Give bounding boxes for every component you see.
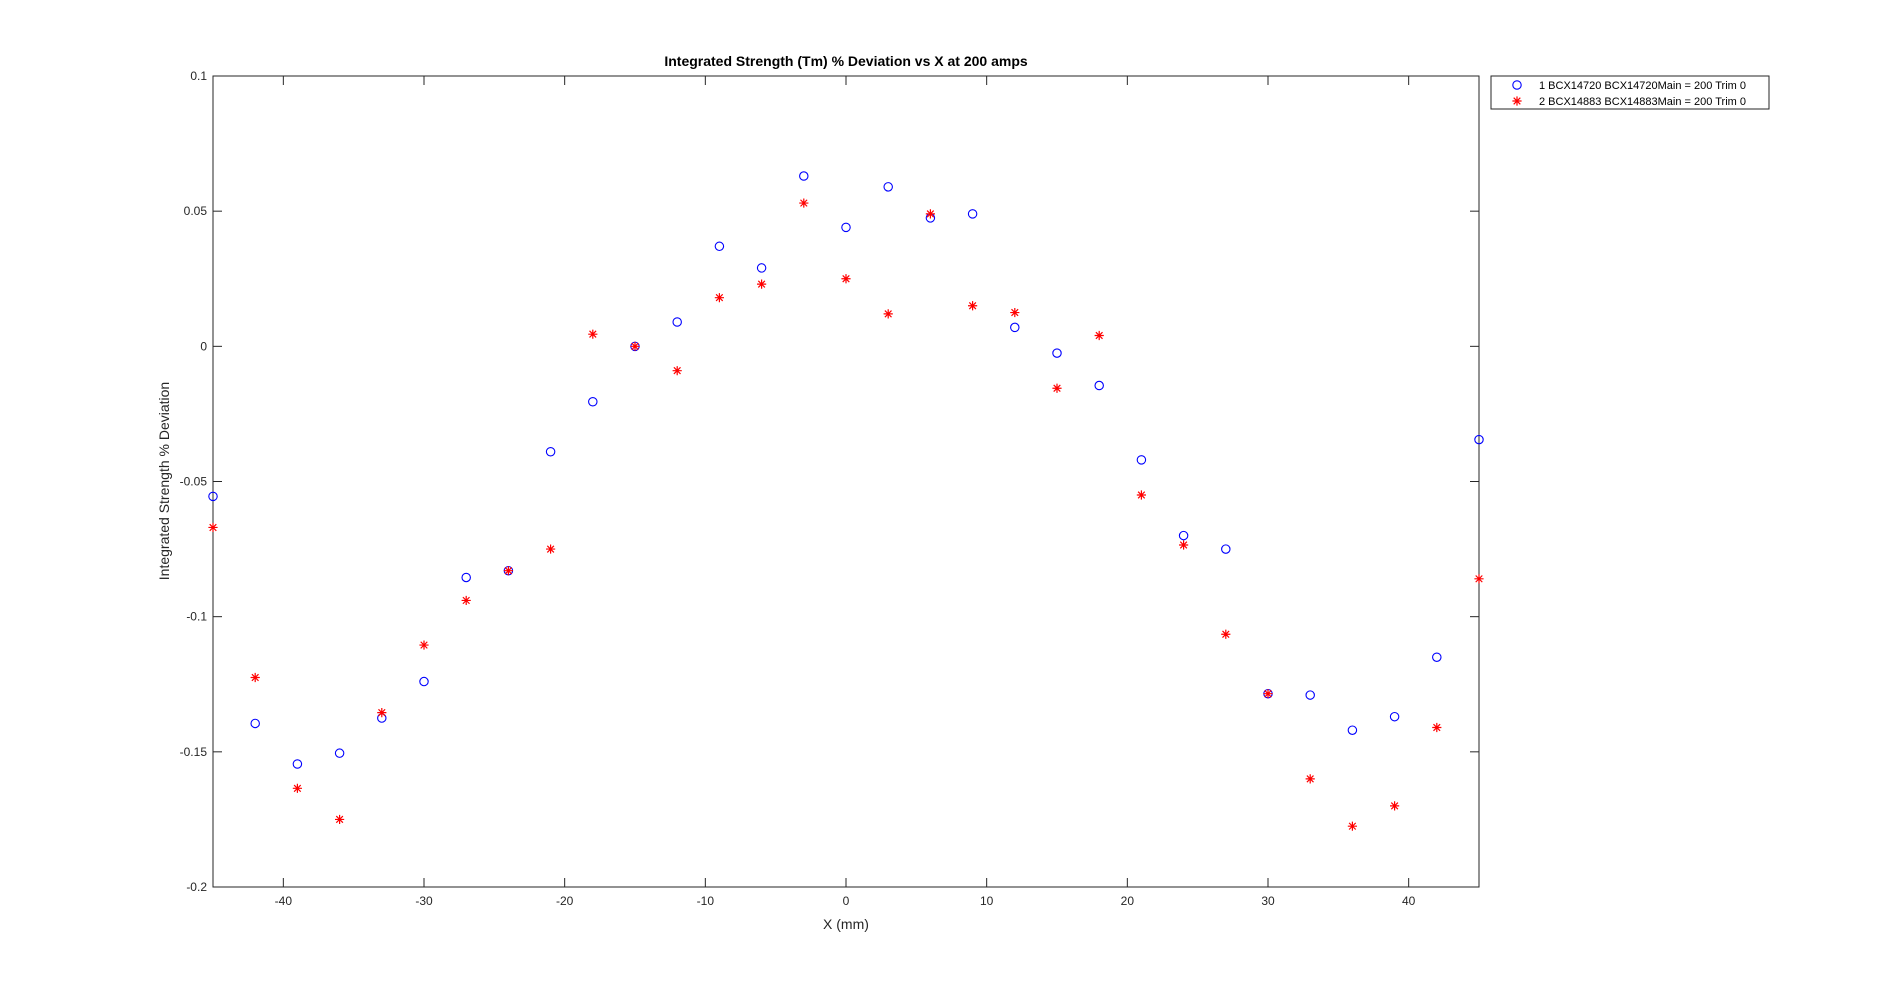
data-point [377,708,387,718]
data-point [672,366,682,376]
data-point [208,491,218,502]
data-point [1347,725,1358,735]
x-tick-label: 30 [1261,894,1275,908]
data-point [1010,322,1020,333]
data-point [1221,544,1231,554]
data-point [588,397,598,407]
data-point [1010,307,1020,318]
data-point [799,171,809,181]
y-tick-label: -0.2 [186,880,207,894]
legend-marker-2 [1512,96,1522,106]
data-point [335,814,345,825]
data-point [1432,652,1442,662]
data-point [208,522,218,533]
data-point [1052,348,1062,358]
data-point [714,241,725,252]
y-tick-label: -0.1 [186,610,207,624]
data-point [1474,574,1484,584]
data-point [967,209,978,219]
y-tick-label: 0.05 [184,204,208,218]
data-point [968,301,978,311]
data-point [1474,434,1484,445]
series-2 [208,198,1484,831]
data-point [545,447,556,457]
data-point [334,748,345,758]
y-tick-label: 0.1 [190,69,207,83]
x-tick-label: -20 [556,894,574,908]
legend-box [1490,75,1770,110]
data-point [756,263,767,273]
legend-label-2: 2 BCX14883 BCX14883Main = 200 Trim 0 [1539,96,1746,108]
data-point [1179,540,1189,550]
data-point [588,329,598,339]
data-point [419,676,429,687]
data-point [1390,801,1400,811]
chart-title: Integrated Strength (Tm) % Deviation vs … [664,53,1028,69]
x-tick-label: 0 [843,894,850,908]
data-point [757,279,767,289]
data-point [1052,383,1062,393]
data-point [1136,455,1147,465]
data-point [1263,689,1273,699]
data-point [250,672,260,683]
y-tick-label: 0 [200,339,207,353]
data-point [461,595,471,606]
data-point [1305,690,1315,700]
data-point [841,274,851,284]
data-point [419,640,429,650]
data-point [1221,629,1231,639]
data-point [841,222,851,233]
y-tick-label: -0.15 [180,745,208,759]
x-tick-label: 40 [1402,894,1416,908]
data-point [925,209,935,219]
data-point [714,293,724,303]
plot-area [212,75,1480,888]
data-point [1094,330,1104,341]
data-point [1178,530,1189,541]
x-tick-label: 20 [1121,894,1135,908]
x-axis-label: X (mm) [823,916,869,932]
data-point [1094,380,1104,391]
data-point [461,572,471,583]
data-points [208,171,1484,831]
x-tick-label: -30 [415,894,433,908]
y-axis-label: Integrated Strength % Deviation [156,382,172,580]
data-point [799,198,809,208]
legend-marker-1 [1512,80,1522,90]
legend: 1 BCX14720 BCX14720Main = 200 Trim 0 2 BC… [1490,75,1770,110]
data-point [883,309,893,319]
data-point [1389,711,1400,722]
data-point [250,718,260,729]
legend-label-1: 1 BCX14720 BCX14720Main = 200 Trim 0 [1539,80,1746,92]
x-tick-label: 10 [980,894,994,908]
data-point [503,566,513,576]
data-point [1347,821,1357,831]
x-tick-label: -40 [275,894,293,908]
data-point [1305,774,1315,784]
data-point [292,759,303,769]
y-tick-label: -0.05 [180,475,208,489]
x-tick-label: -10 [697,894,715,908]
series-1 [208,171,1484,769]
data-point [1432,722,1442,733]
axis-ticks: -40 -30 -20 -10 0 10 20 30 40 -0.2 -0.15 -0.1 -0.05 0… [180,69,1479,908]
data-point [672,317,682,327]
data-point [546,544,556,554]
data-point [883,182,893,192]
data-point [630,341,640,351]
data-point [1136,490,1146,500]
data-point [292,783,302,793]
